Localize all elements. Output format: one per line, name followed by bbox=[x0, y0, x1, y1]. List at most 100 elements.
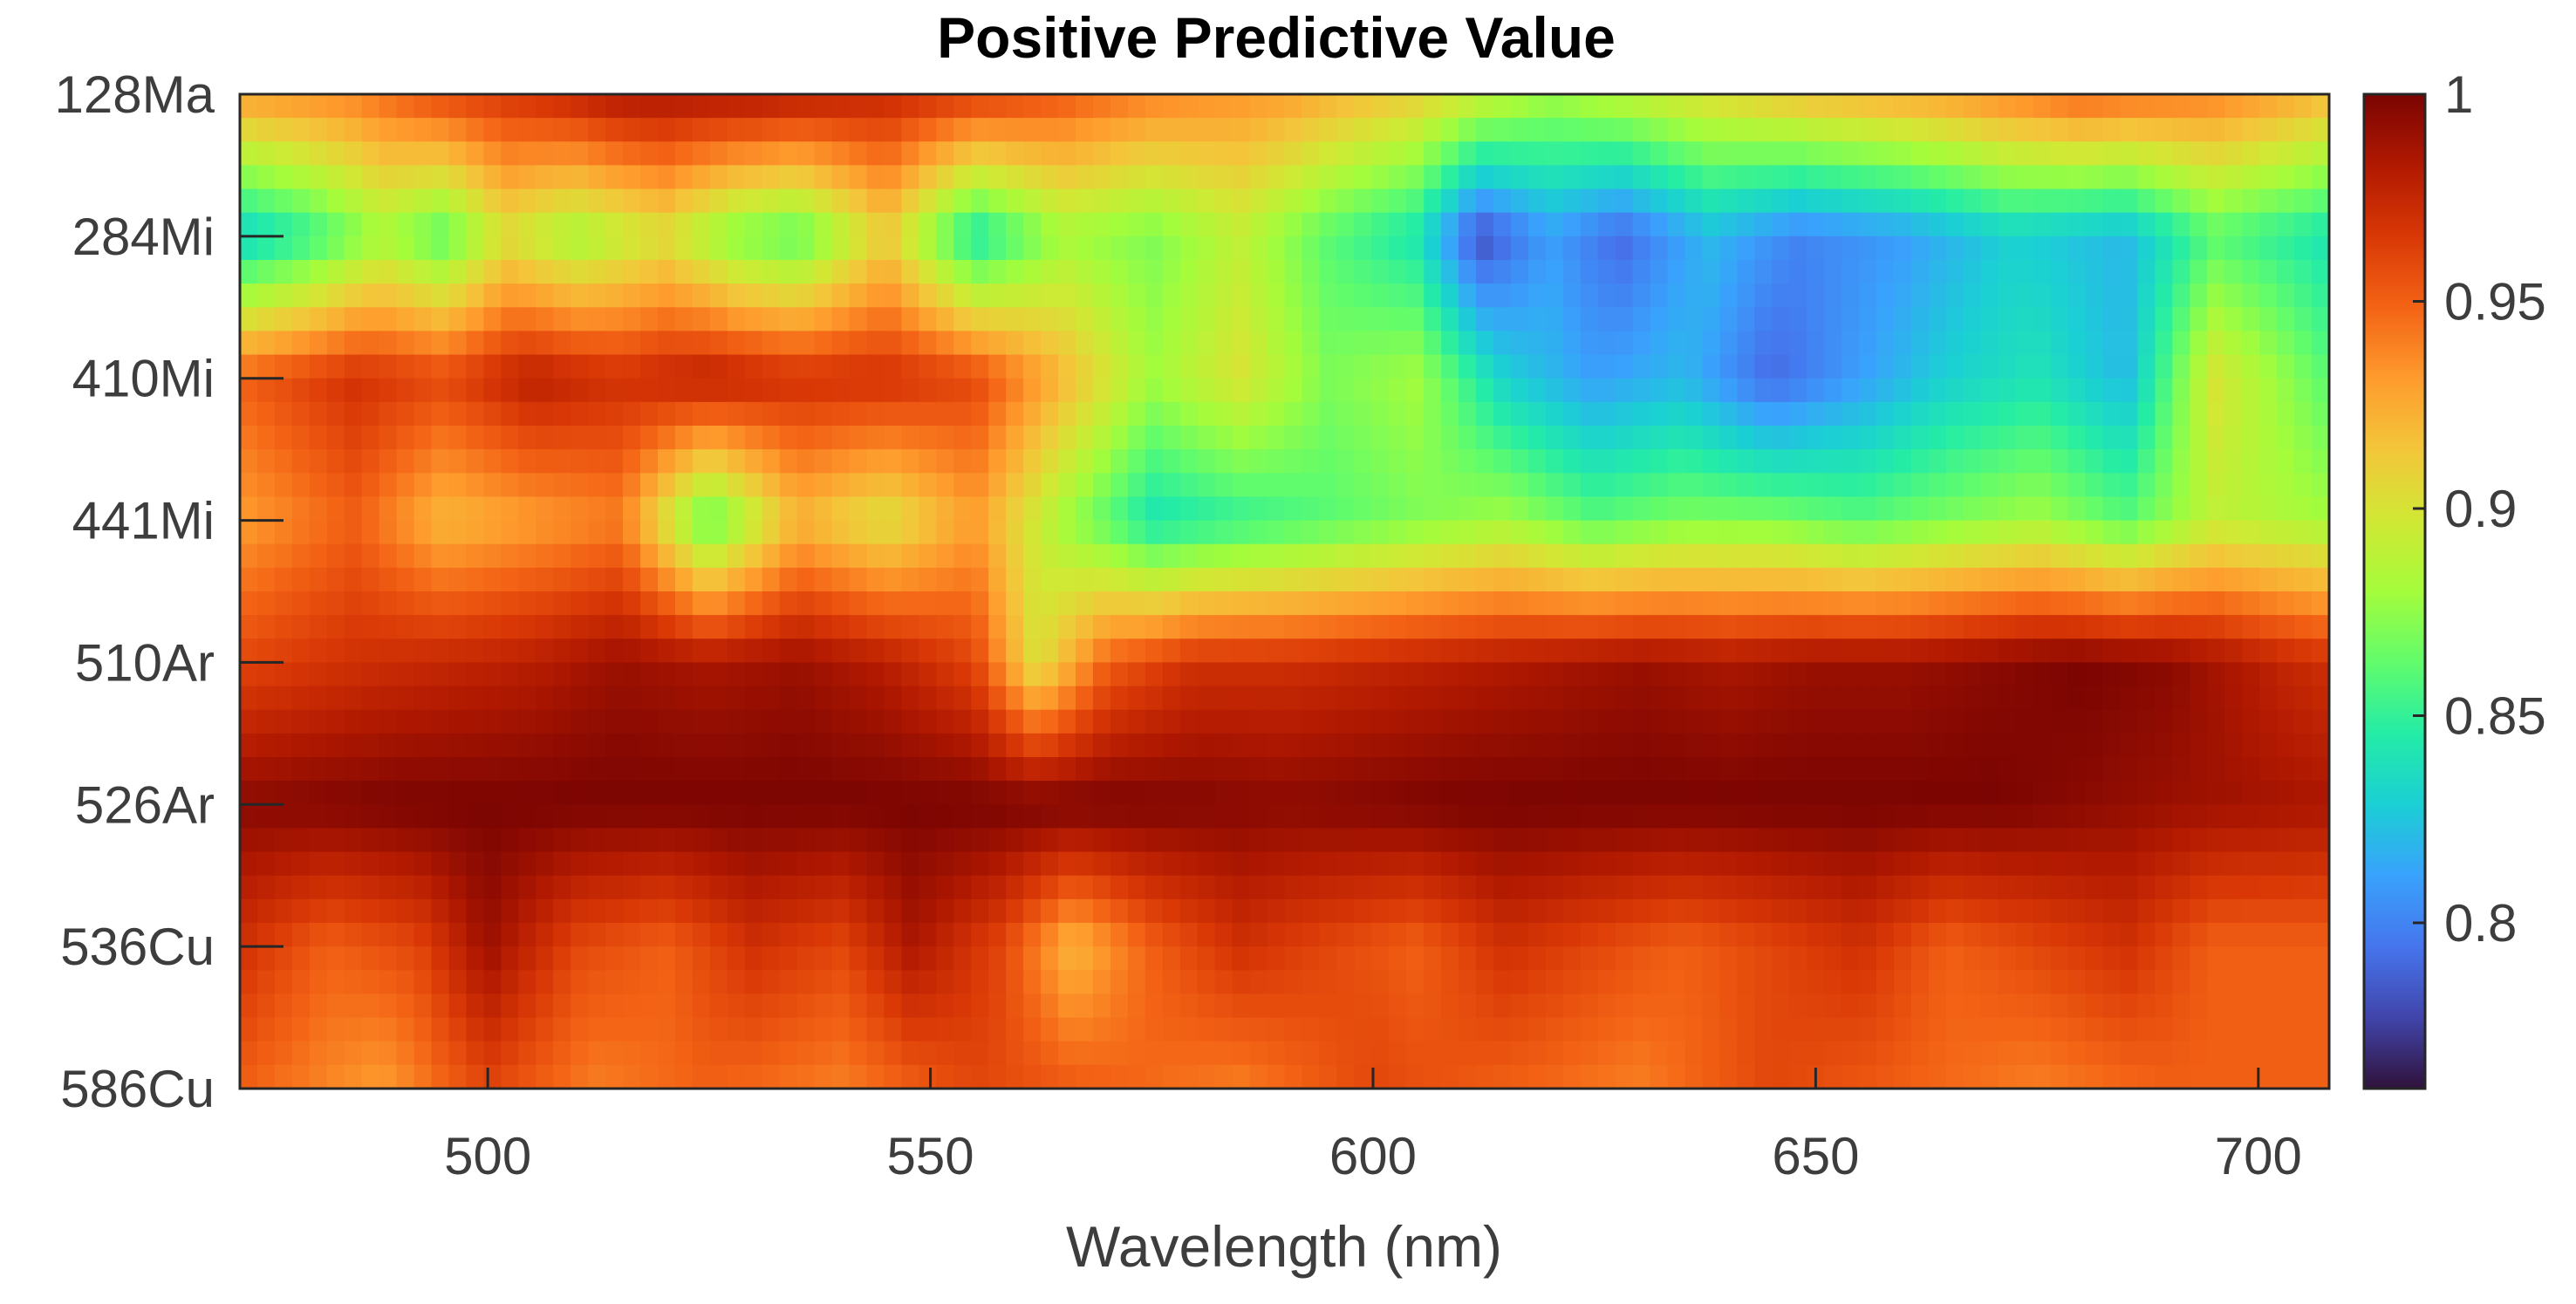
heatmap-cell bbox=[2190, 615, 2209, 640]
heatmap-cell bbox=[1667, 662, 1686, 687]
heatmap-cell bbox=[988, 662, 1007, 687]
heatmap-cell bbox=[2102, 283, 2122, 309]
heatmap-cell bbox=[1527, 212, 1547, 237]
heatmap-cell bbox=[1493, 638, 1512, 664]
heatmap-cell bbox=[1998, 615, 2017, 640]
heatmap-cell bbox=[1319, 923, 1338, 947]
heatmap-cell bbox=[2120, 449, 2139, 474]
heatmap-cell bbox=[1702, 520, 1721, 545]
heatmap-cell bbox=[1963, 94, 1982, 119]
heatmap-cell bbox=[727, 757, 746, 782]
heatmap-cell bbox=[866, 615, 885, 640]
heatmap-cell bbox=[1615, 283, 1634, 309]
heatmap-cell bbox=[1998, 898, 2017, 924]
heatmap-cell bbox=[1632, 686, 1651, 711]
heatmap-cell bbox=[762, 331, 781, 356]
heatmap-cell bbox=[501, 615, 520, 640]
heatmap-cell bbox=[1945, 757, 1964, 782]
heatmap-cell bbox=[1667, 118, 1686, 143]
heatmap-cell bbox=[518, 543, 537, 569]
heatmap-cell bbox=[1615, 567, 1634, 592]
heatmap-cell bbox=[1092, 662, 1111, 687]
heatmap-cell bbox=[623, 638, 641, 664]
heatmap-cell bbox=[1772, 449, 1791, 474]
heatmap-cell bbox=[1476, 851, 1494, 877]
heatmap-cell bbox=[1562, 354, 1582, 379]
heatmap-cell bbox=[1632, 354, 1651, 379]
heatmap-cell bbox=[1214, 141, 1233, 167]
heatmap-cell bbox=[1197, 662, 1216, 687]
heatmap-cell bbox=[727, 354, 746, 379]
heatmap-cell bbox=[901, 851, 920, 877]
heatmap-cell bbox=[1980, 94, 1999, 119]
heatmap-cell bbox=[256, 236, 276, 261]
heatmap-cell bbox=[1459, 851, 1477, 877]
heatmap-cell bbox=[240, 662, 258, 687]
heatmap-cell bbox=[2190, 781, 2209, 806]
heatmap-cell bbox=[1527, 970, 1547, 995]
heatmap-cell bbox=[1928, 615, 1947, 640]
heatmap-cell bbox=[571, 331, 589, 356]
heatmap-cell bbox=[1058, 543, 1076, 569]
heatmap-cell bbox=[309, 662, 328, 687]
heatmap-cell bbox=[1092, 331, 1111, 356]
heatmap-cell bbox=[1476, 354, 1494, 379]
heatmap-cell bbox=[727, 473, 746, 498]
heatmap-cell bbox=[1719, 543, 1739, 569]
heatmap-cell bbox=[2259, 662, 2278, 687]
heatmap-cell bbox=[919, 449, 938, 474]
heatmap-cell bbox=[2259, 733, 2278, 758]
heatmap-cell bbox=[379, 426, 398, 450]
heatmap-cell bbox=[796, 591, 816, 616]
heatmap-cell bbox=[1389, 307, 1408, 332]
heatmap-cell bbox=[1162, 331, 1181, 356]
heatmap-cell bbox=[1493, 188, 1512, 214]
heatmap-cell bbox=[866, 923, 885, 947]
heatmap-cell bbox=[901, 781, 920, 806]
heatmap-cell bbox=[1580, 828, 1599, 853]
heatmap-cell bbox=[1441, 898, 1459, 924]
heatmap-cell bbox=[623, 141, 641, 167]
heatmap-cell bbox=[1127, 804, 1146, 830]
heatmap-cell bbox=[1424, 118, 1442, 143]
heatmap-cell bbox=[431, 354, 450, 379]
heatmap-cell bbox=[1023, 188, 1042, 214]
heatmap-cell bbox=[466, 118, 485, 143]
heatmap-cell bbox=[1006, 828, 1024, 853]
heatmap-cell bbox=[2294, 591, 2313, 616]
heatmap-cell bbox=[1076, 401, 1094, 427]
heatmap-cell bbox=[2242, 426, 2260, 450]
heatmap-cell bbox=[1092, 1064, 1111, 1089]
heatmap-cell bbox=[1945, 354, 1964, 379]
heatmap-cell bbox=[1562, 662, 1582, 687]
heatmap-cell bbox=[396, 473, 415, 498]
heatmap-cell bbox=[2242, 283, 2260, 309]
heatmap-cell bbox=[1841, 236, 1860, 261]
heatmap-cell bbox=[309, 828, 328, 853]
heatmap-cell bbox=[1615, 212, 1634, 237]
heatmap-cell bbox=[396, 757, 415, 782]
heatmap-cell bbox=[2067, 946, 2087, 972]
heatmap-cell bbox=[640, 662, 659, 687]
heatmap-cell bbox=[379, 638, 398, 664]
heatmap-cell bbox=[1562, 1017, 1582, 1042]
heatmap-cell bbox=[361, 212, 380, 237]
heatmap-cell bbox=[674, 354, 694, 379]
heatmap-cell bbox=[1110, 118, 1129, 143]
heatmap-cell bbox=[1459, 993, 1477, 1019]
heatmap-cell bbox=[1650, 307, 1669, 332]
heatmap-cell bbox=[309, 851, 328, 877]
heatmap-cell bbox=[1284, 543, 1303, 569]
heatmap-cell bbox=[796, 993, 816, 1019]
heatmap-cell bbox=[1580, 591, 1599, 616]
heatmap-cell bbox=[919, 1064, 938, 1089]
heatmap-cell bbox=[1527, 236, 1547, 261]
heatmap-cell bbox=[2015, 496, 2034, 522]
heatmap-cell bbox=[658, 331, 676, 356]
heatmap-cell bbox=[658, 993, 676, 1019]
heatmap-cell bbox=[1894, 804, 1912, 830]
heatmap-cell bbox=[866, 733, 885, 758]
heatmap-cell bbox=[1197, 733, 1216, 758]
heatmap-cell bbox=[1249, 591, 1268, 616]
heatmap-cell bbox=[988, 567, 1007, 592]
